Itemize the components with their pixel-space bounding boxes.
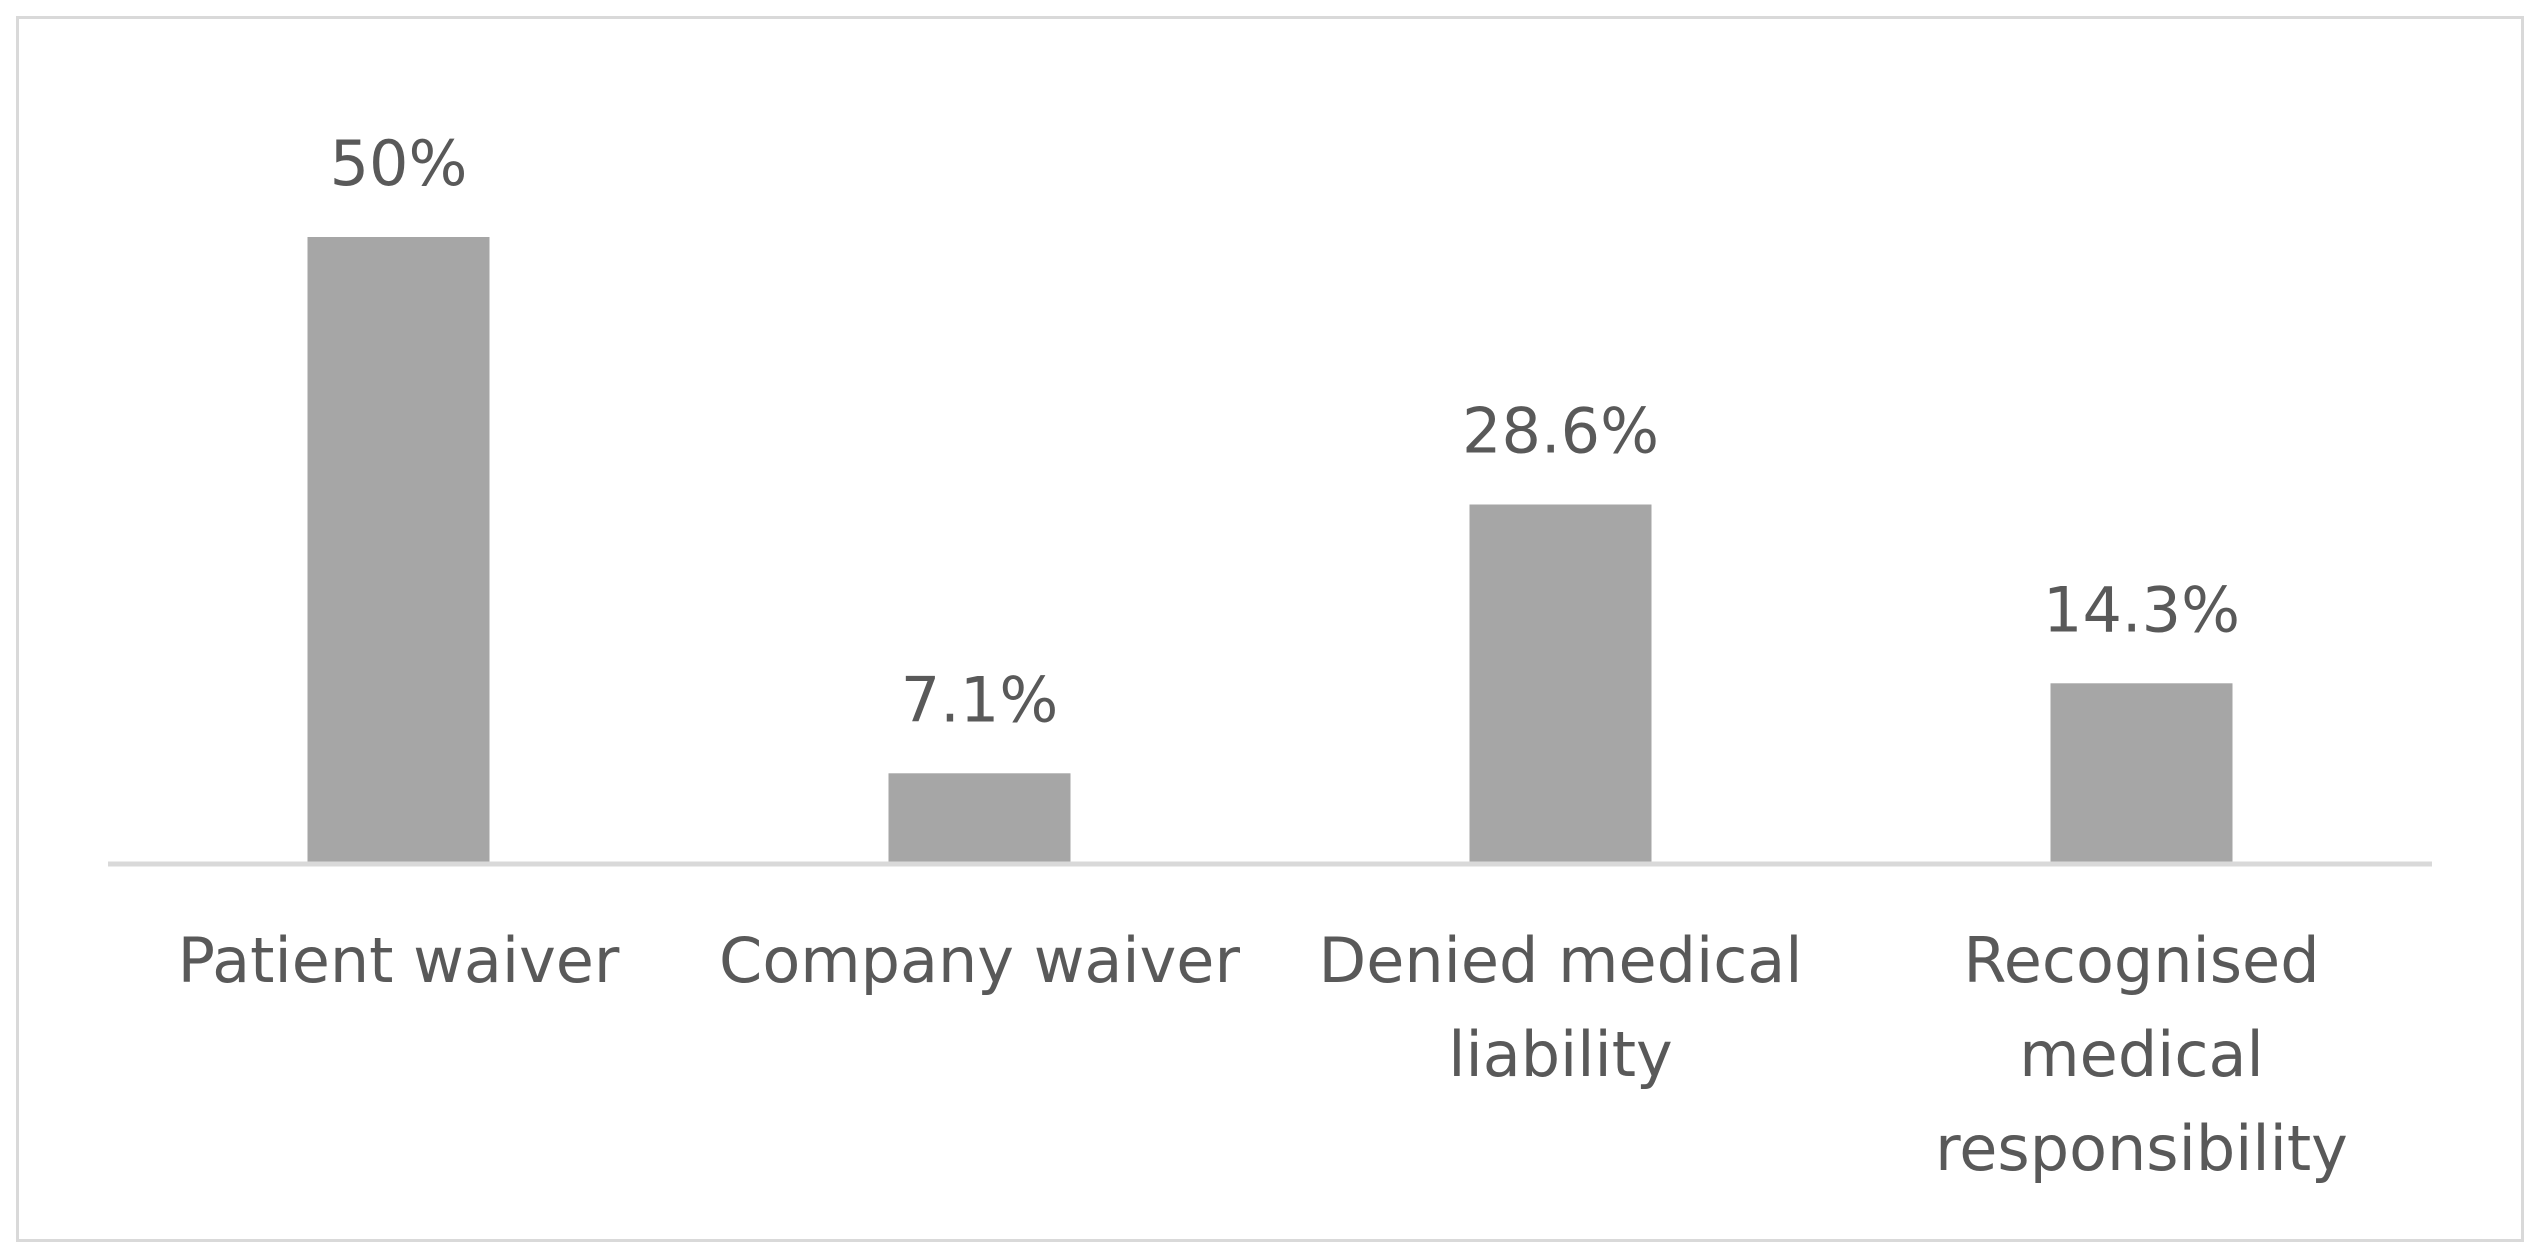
- category-label-1-line-0: Company waiver: [719, 924, 1240, 997]
- category-label-3: Recognised medical responsibility: [1935, 924, 2348, 1185]
- category-label-3-line-1: medical: [2019, 1018, 2263, 1091]
- data-label-2: 28.6%: [1462, 395, 1659, 468]
- bar-3: [2050, 683, 2233, 863]
- bars-layer: [307, 237, 2233, 863]
- category-label-0-line-0: Patient waiver: [178, 924, 620, 997]
- bar-1: [888, 773, 1071, 863]
- category-label-2-line-1: liability: [1448, 1018, 1672, 1091]
- category-label-2: Denied medical liability: [1318, 924, 1802, 1091]
- data-label-1: 7.1%: [901, 663, 1059, 736]
- category-label-3-line-0: Recognised: [1963, 924, 2319, 997]
- bar-2: [1469, 504, 1652, 862]
- data-label-0: 50%: [330, 127, 468, 200]
- category-label-2-line-0: Denied medical: [1318, 924, 1802, 997]
- labels-layer: 50% Patient waiver 7.1% Company waiver 28.6%…: [178, 127, 2348, 1185]
- category-label-1: Company waiver: [719, 924, 1240, 997]
- category-label-0: Patient waiver: [178, 924, 620, 997]
- category-label-3-line-2: responsibility: [1935, 1112, 2348, 1185]
- bar-0: [307, 237, 490, 862]
- data-label-3: 14.3%: [2043, 573, 2240, 646]
